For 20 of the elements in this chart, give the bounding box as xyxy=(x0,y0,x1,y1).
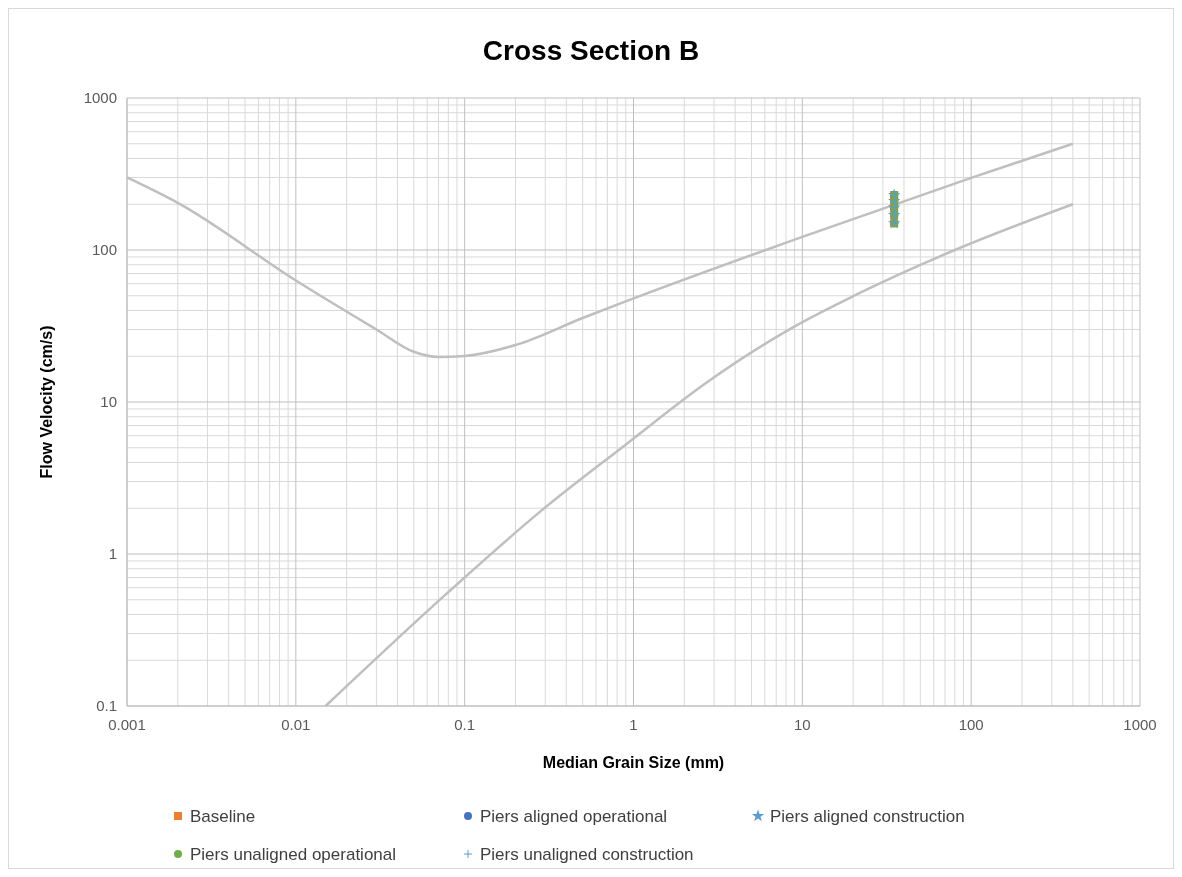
legend-label: Baseline xyxy=(190,807,256,826)
x-tick-label: 0.01 xyxy=(281,716,311,733)
y-axis-title: Flow Velocity (cm/s) xyxy=(38,325,55,479)
y-tick-label: 0.1 xyxy=(96,697,117,714)
y-tick-label: 100 xyxy=(91,241,117,258)
legend-label: Piers unaligned operational xyxy=(190,845,397,864)
x-tick-label: 0.1 xyxy=(454,716,476,733)
x-tick-label: 10 xyxy=(793,716,811,733)
y-tick-label: 1000 xyxy=(83,89,117,106)
legend-label: Piers aligned construction xyxy=(770,807,965,826)
legend-label: Piers aligned operational xyxy=(480,807,668,826)
y-tick-label: 1 xyxy=(108,545,117,562)
x-tick-label: 1 xyxy=(629,716,638,733)
legend-label: Piers unaligned construction xyxy=(480,845,694,864)
x-tick-label: 100 xyxy=(958,716,984,733)
y-tick-label: 10 xyxy=(100,393,117,410)
x-tick-label: 1000 xyxy=(1123,716,1157,733)
x-tick-label: 0.001 xyxy=(108,716,146,733)
chart-title: Cross Section B xyxy=(482,35,700,66)
x-axis-title: Median Grain Size (mm) xyxy=(542,754,725,771)
